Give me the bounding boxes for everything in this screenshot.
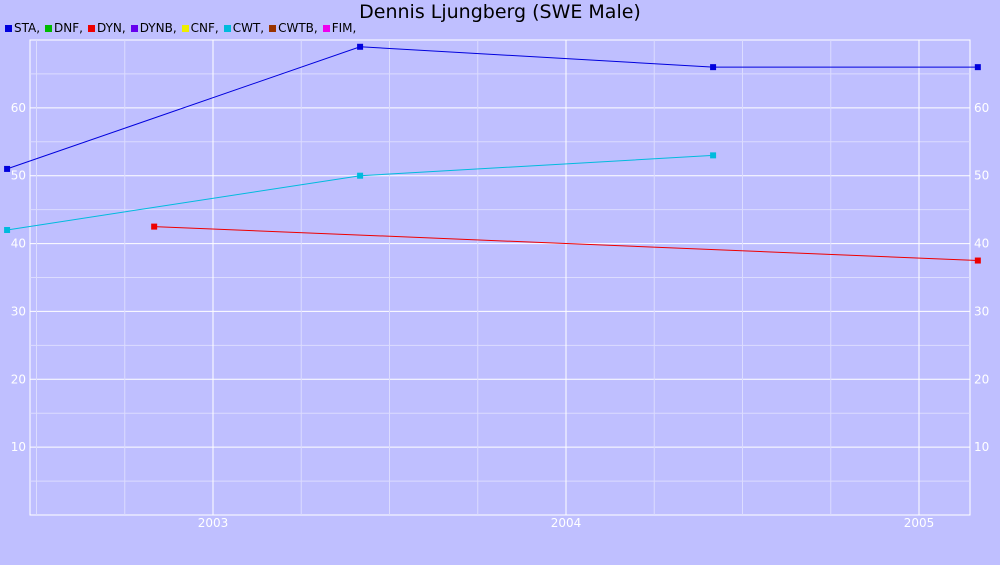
legend-swatch <box>269 24 277 32</box>
legend-swatch <box>130 24 138 32</box>
chart-legend: STA, DNF, DYN, DYNB, CNF, CWT, CWTB, FIM, <box>5 21 361 35</box>
legend-swatch <box>45 24 53 32</box>
y-tick-label-right: 20 <box>974 372 989 386</box>
data-point-sta <box>4 165 11 172</box>
legend-swatch <box>181 24 189 32</box>
data-point-cwt <box>4 227 11 233</box>
data-point-cwt <box>357 172 364 179</box>
legend-label: DNF, <box>54 21 83 35</box>
data-point-dyn <box>974 257 981 264</box>
y-tick-label-right: 30 <box>974 304 989 318</box>
data-point-sta <box>974 64 981 71</box>
data-point-dyn <box>151 223 158 230</box>
x-tick-label: 2005 <box>904 516 935 530</box>
series-line-cwt <box>7 154 714 231</box>
data-point-sta <box>357 43 364 50</box>
legend-swatch <box>5 24 12 32</box>
legend-item: CNF, <box>181 21 219 35</box>
y-tick-label-left: 10 <box>11 440 26 454</box>
legend-label: CWT, <box>232 21 265 35</box>
y-tick-label-right: 10 <box>974 440 989 454</box>
legend-label: CWTB, <box>278 21 318 35</box>
chart-title: Dennis Ljungberg (SWE Male) <box>359 1 641 23</box>
y-tick-label-left: 40 <box>11 237 26 251</box>
legend-item: DYN, <box>87 21 126 35</box>
x-tick-label: 2003 <box>198 516 229 530</box>
legend-label: FIM, <box>331 21 357 35</box>
y-tick-label-left: 30 <box>11 304 26 318</box>
legend-item: DNF, <box>45 21 83 35</box>
legend-label: DYNB, <box>139 21 177 35</box>
legend-label: STA, <box>14 21 41 35</box>
legend-item: FIM, <box>322 21 357 35</box>
y-tick-label-left: 20 <box>11 372 26 386</box>
data-point-cwt <box>710 152 717 159</box>
y-tick-label-left: 50 <box>11 169 26 183</box>
legend-swatch <box>87 24 95 32</box>
y-tick-label-left: 60 <box>11 101 26 115</box>
x-tick-label: 2004 <box>551 516 582 530</box>
legend-item: DYNB, <box>130 21 177 35</box>
y-tick-label-right: 60 <box>974 101 989 115</box>
legend-label: CNF, <box>190 21 219 35</box>
series-line-sta <box>6 46 978 170</box>
legend-item: CWTB, <box>269 21 318 35</box>
y-tick-label-right: 40 <box>974 237 989 251</box>
legend-swatch <box>223 24 231 32</box>
series-line-dyn <box>154 226 978 261</box>
data-point-sta <box>710 64 717 71</box>
legend-item: CWT, <box>223 21 265 35</box>
legend-swatch <box>322 24 330 32</box>
y-tick-label-right: 50 <box>974 169 989 183</box>
legend-item: STA, <box>5 21 40 35</box>
legend-label: DYN, <box>96 21 126 35</box>
